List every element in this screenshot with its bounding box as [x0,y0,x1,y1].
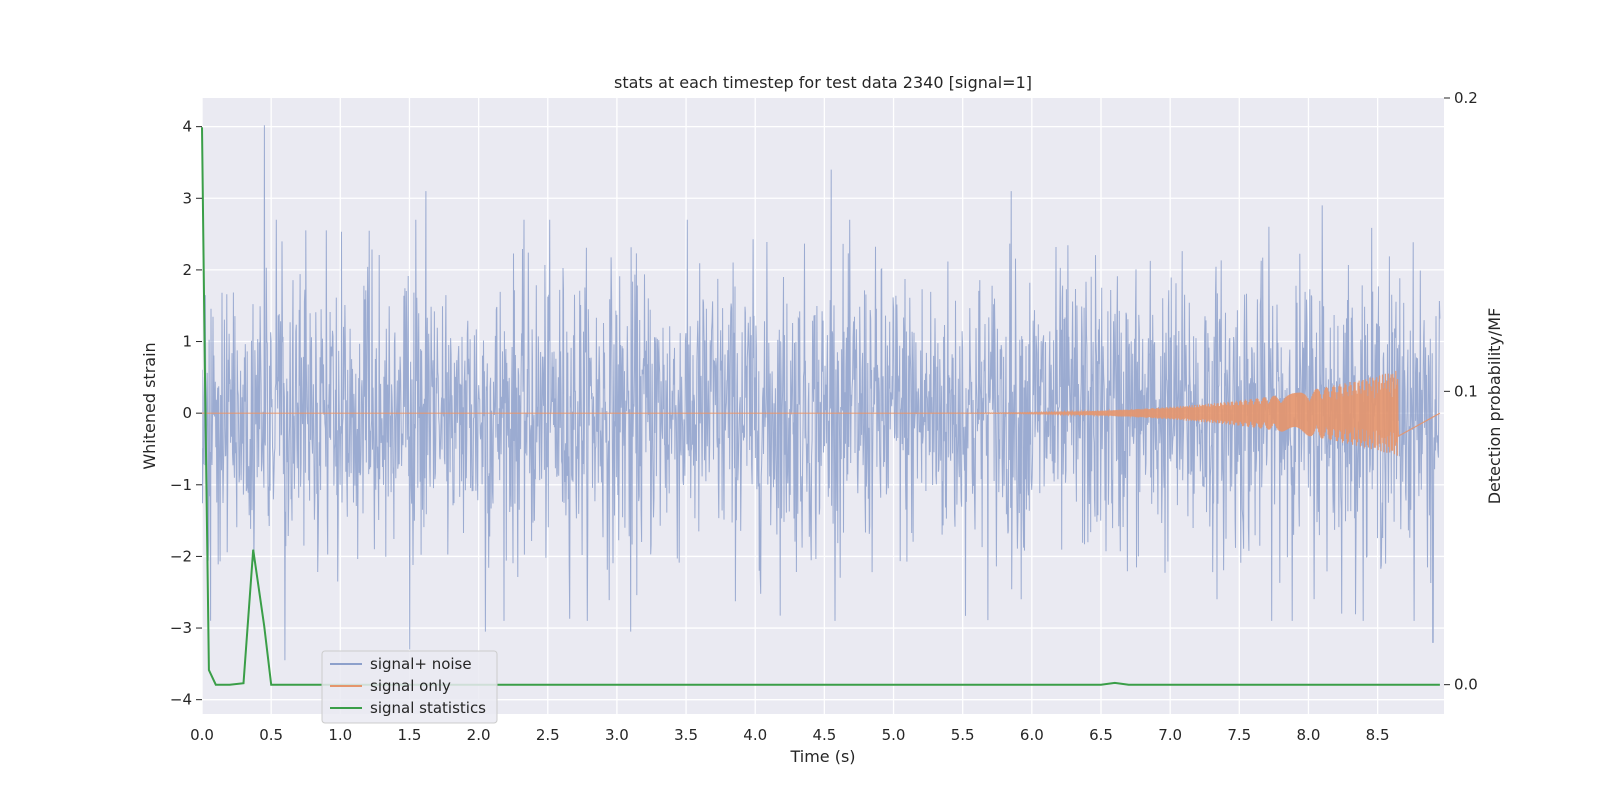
x-tick-label: 2.5 [536,726,560,744]
chart-title: stats at each timestep for test data 234… [614,73,1032,92]
x-tick-label: 4.0 [743,726,767,744]
legend-frame [321,650,498,724]
x-tick-label: 3.5 [674,726,698,744]
x-tick-label: 1.0 [328,726,352,744]
y-tick-label: −3 [170,619,192,637]
y2-tick-label: 0.1 [1454,382,1478,400]
y-tick-label: 3 [182,189,192,207]
y-axis: −4 −3 −2 −1 0 1 2 3 4 [170,118,202,709]
x-tick-label: 3.0 [605,726,629,744]
y2-axis-label: Detection probability/MF [1485,308,1504,505]
x-axis-label: Time (s) [789,747,855,766]
y-tick-label: −1 [170,476,192,494]
legend-label-signal-noise: signal+ noise [370,655,472,673]
legend-label-signal-only: signal only [370,677,451,695]
legend-label-signal-statistics: signal statistics [370,699,486,717]
x-tick-label: 4.5 [812,726,836,744]
x-tick-label: 1.5 [398,726,422,744]
y2-tick-label: 0.0 [1454,676,1478,694]
x-tick-label: 6.5 [1089,726,1113,744]
y-tick-label: −2 [170,547,192,565]
x-tick-label: 7.0 [1158,726,1182,744]
x-tick-label: 8.0 [1297,726,1321,744]
series-layer [201,125,1441,686]
y2-tick-label: 0.2 [1454,89,1478,107]
x-tick-label: 5.5 [951,726,975,744]
y-tick-label: 2 [182,261,192,279]
series-signal-statistics [201,127,1440,686]
x-tick-label: 7.5 [1227,726,1251,744]
x-tick-label: 5.0 [882,726,906,744]
y-tick-label: −4 [170,691,192,709]
y-tick-label: 4 [182,118,192,136]
x-tick-label: 6.0 [1020,726,1044,744]
x-tick-label: 2.0 [467,726,491,744]
x-axis: 0.0 0.5 1.0 1.5 2.0 2.5 3.0 3.5 4.0 4.5 5.0 5.5 6.0 6… [190,726,1389,744]
series-signal-noise [202,125,1441,661]
y-tick-label: 1 [182,333,192,351]
x-tick-label: 0.0 [190,726,214,744]
series-signal-only [202,370,1441,456]
x-tick-label: 8.5 [1366,726,1390,744]
legend: signal+ noise signal only signal statist… [321,650,498,724]
y-tick-label: 0 [182,404,192,422]
y-axis-label: Whitened strain [140,342,159,469]
x-tick-label: 0.5 [259,726,283,744]
y2-axis: 0.0 0.1 0.2 [1444,89,1478,694]
